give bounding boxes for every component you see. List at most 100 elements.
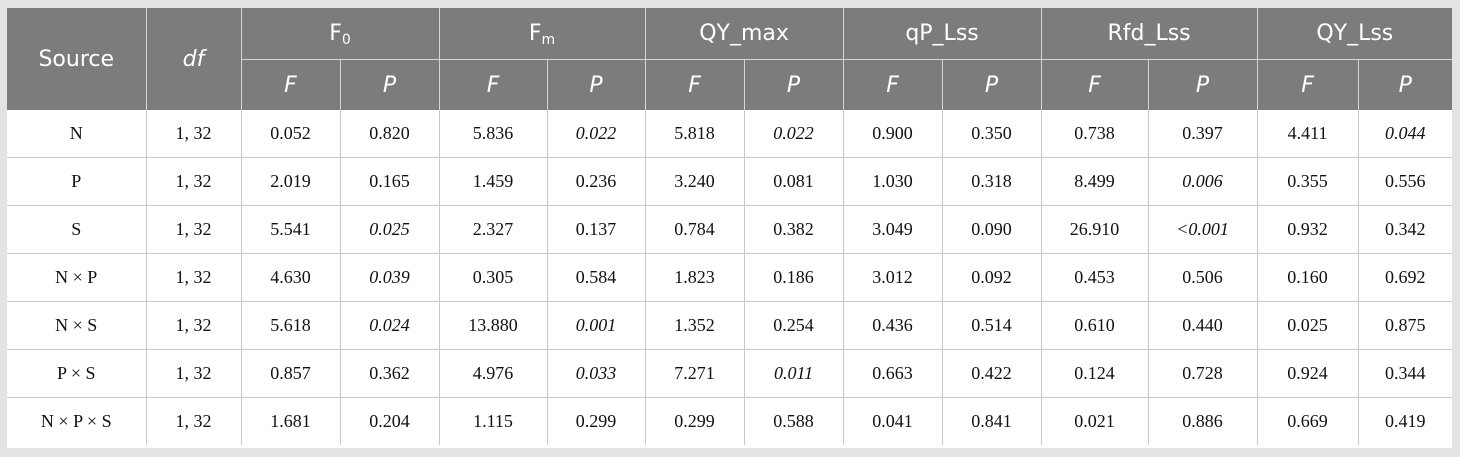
cell-p-value: 0.011 (744, 349, 844, 398)
cell-f-value: 3.240 (645, 157, 745, 206)
cell-df: 1, 32 (146, 349, 242, 398)
header-row-stats: F P F P F P F P F P F P (7, 59, 1453, 110)
cell-f-value: 4.976 (439, 349, 548, 398)
cell-f-value: 4.411 (1257, 110, 1359, 158)
cell-p-value: 0.022 (547, 110, 646, 158)
cell-p-value: 0.506 (1148, 253, 1258, 302)
cell-p-value: 0.204 (340, 397, 440, 445)
cell-f-value: 0.160 (1257, 253, 1359, 302)
cell-source: P (7, 157, 147, 206)
header-group-f0-main: F (329, 21, 342, 46)
table-row: P × S 1, 32 0.857 0.362 4.976 0.033 7.271 0.011… (7, 349, 1453, 398)
header-group-f0: F0 (241, 8, 440, 60)
cell-p-value: 0.728 (1148, 349, 1258, 398)
cell-f-value: 0.299 (645, 397, 745, 445)
cell-source: P × S (7, 349, 147, 398)
cell-f-value: 26.910 (1041, 205, 1149, 254)
cell-p-value: 0.584 (547, 253, 646, 302)
cell-f-value: 0.738 (1041, 110, 1149, 158)
cell-p-value: 0.081 (744, 157, 844, 206)
header-stat-f: F (241, 59, 341, 110)
cell-f-value: 0.052 (241, 110, 341, 158)
cell-p-value: 0.422 (942, 349, 1042, 398)
header-stat-p: P (340, 59, 440, 110)
header-stat-f: F (439, 59, 548, 110)
header-group-qp-lss: qP_Lss (843, 8, 1042, 60)
cell-df: 1, 32 (146, 397, 242, 445)
cell-f-value: 0.436 (843, 301, 943, 350)
cell-p-value: 0.033 (547, 349, 646, 398)
cell-f-value: 0.025 (1257, 301, 1359, 350)
cell-df: 1, 32 (146, 110, 242, 158)
cell-p-value: 0.875 (1358, 301, 1453, 350)
header-stat-p: P (744, 59, 844, 110)
cell-p-value: 0.092 (942, 253, 1042, 302)
cell-source: N × S (7, 301, 147, 350)
cell-f-value: 0.924 (1257, 349, 1359, 398)
cell-p-value: 0.841 (942, 397, 1042, 445)
header-stat-f: F (1041, 59, 1149, 110)
cell-p-value: 0.382 (744, 205, 844, 254)
cell-p-value: 0.588 (744, 397, 844, 445)
header-stat-p: P (547, 59, 646, 110)
cell-f-value: 0.041 (843, 397, 943, 445)
header-group-fm-main: F (528, 21, 542, 46)
cell-f-value: 5.541 (241, 205, 341, 254)
header-df: df (146, 8, 242, 110)
cell-f-value: 0.355 (1257, 157, 1359, 206)
cell-p-value: 0.039 (340, 253, 440, 302)
cell-p-value: 0.186 (744, 253, 844, 302)
table-row: P 1, 32 2.019 0.165 1.459 0.236 3.240 0.081 1.03… (7, 157, 1453, 206)
cell-p-value: 0.692 (1358, 253, 1453, 302)
cell-df: 1, 32 (146, 301, 242, 350)
cell-f-value: 13.880 (439, 301, 548, 350)
cell-f-value: 3.012 (843, 253, 943, 302)
cell-p-value: 0.397 (1148, 110, 1258, 158)
cell-f-value: 0.932 (1257, 205, 1359, 254)
table-row: S 1, 32 5.541 0.025 2.327 0.137 0.784 0.382 3.04… (7, 205, 1453, 254)
cell-f-value: 5.836 (439, 110, 548, 158)
header-stat-f: F (1257, 59, 1359, 110)
cell-source: N (7, 110, 147, 158)
header-stat-p: P (1358, 59, 1453, 110)
cell-p-value: 0.236 (547, 157, 646, 206)
cell-f-value: 7.271 (645, 349, 745, 398)
cell-f-value: 5.618 (241, 301, 341, 350)
cell-f-value: 0.610 (1041, 301, 1149, 350)
cell-p-value: 0.001 (547, 301, 646, 350)
cell-source: N × P × S (7, 397, 147, 445)
cell-df: 1, 32 (146, 253, 242, 302)
cell-p-value: 0.025 (340, 205, 440, 254)
cell-p-value: 0.006 (1148, 157, 1258, 206)
cell-p-value: 0.419 (1385, 411, 1426, 431)
anova-table-container: Source df F0 Fm QY_max qP_Lss Rfd_Lss QY… (7, 8, 1453, 448)
cell-f-value: 1.823 (645, 253, 745, 302)
cell-f-value: 8.499 (1041, 157, 1149, 206)
cell-f-value: 0.784 (645, 205, 745, 254)
header-group-fm: Fm (439, 8, 646, 60)
cell-p-value: 0.254 (744, 301, 844, 350)
cell-df: 1, 32 (146, 205, 242, 254)
cell-f-value: 0.669 (1257, 397, 1359, 445)
cell-f-value: 1.352 (645, 301, 745, 350)
header-group-rfd-lss: Rfd_Lss (1041, 8, 1258, 60)
header-row-groups: Source df F0 Fm QY_max qP_Lss Rfd_Lss QY… (7, 8, 1453, 110)
cell-p-value: 0.342 (1358, 205, 1453, 254)
cell-p-value: 0.362 (340, 349, 440, 398)
table-row: N × P × S 1, 32 1.681 0.204 1.115 0.299 0.299 0… (7, 397, 1452, 445)
cell-f-value: 0.305 (439, 253, 548, 302)
cell-f-value: 1.030 (843, 157, 943, 206)
cell-p-value: 0.556 (1358, 157, 1453, 206)
cell-f-value: 0.453 (1041, 253, 1149, 302)
header-stat-f: F (645, 59, 745, 110)
cell-source: N × P (7, 253, 147, 302)
cell-p-value: 0.090 (942, 205, 1042, 254)
cell-p-value: 0.137 (547, 205, 646, 254)
header-group-f0-sub: 0 (341, 32, 351, 48)
cell-p-value: 0.024 (340, 301, 440, 350)
cell-p-value: <0.001 (1148, 205, 1258, 254)
cell-f-value: 4.630 (241, 253, 341, 302)
cell-f-value: 0.021 (1041, 397, 1149, 445)
cell-p-value: 0.344 (1358, 349, 1453, 398)
header-source: Source (7, 8, 147, 110)
